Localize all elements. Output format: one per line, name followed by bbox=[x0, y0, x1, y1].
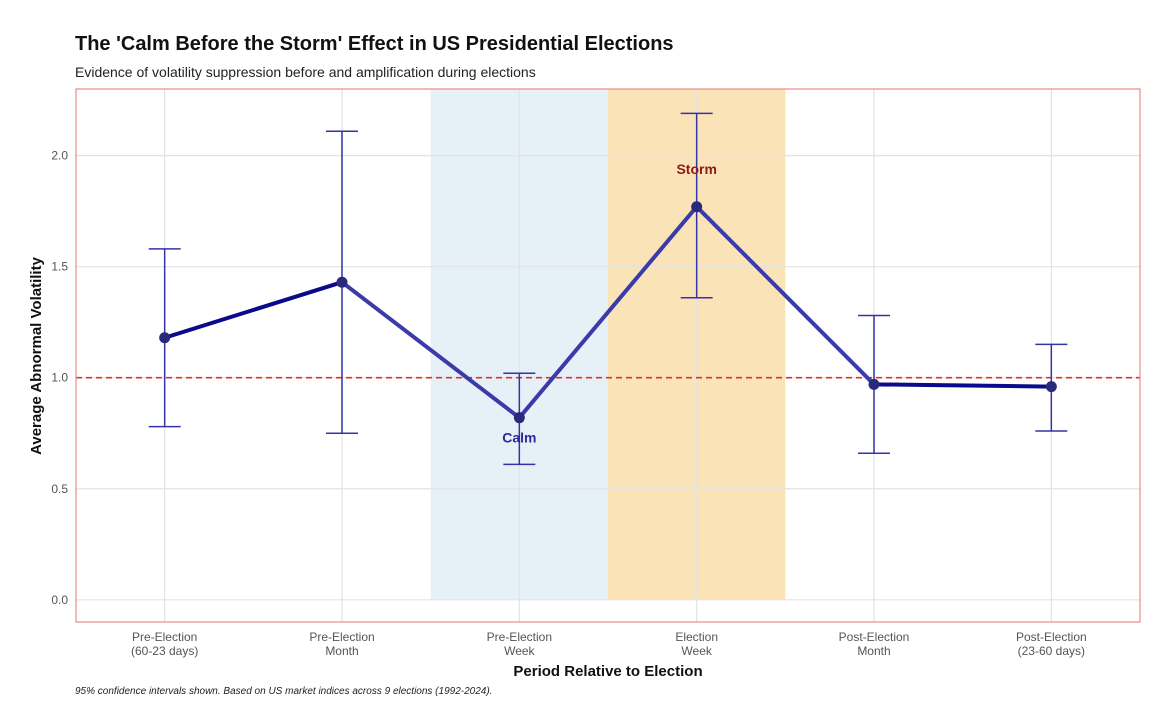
series-line-segment bbox=[340, 280, 522, 420]
x-axis-title: Period Relative to Election bbox=[513, 663, 702, 680]
chart-title: The 'Calm Before the Storm' Effect in US… bbox=[75, 33, 674, 55]
x-tick-label-line: Pre-Election bbox=[487, 630, 552, 644]
x-tick-label-line: Week bbox=[681, 644, 712, 658]
annotation-calm: Calm bbox=[502, 430, 536, 446]
data-point bbox=[691, 201, 703, 213]
x-tick-label-line: Month bbox=[857, 644, 890, 658]
y-axis-title: Average Abnormal Volatility bbox=[28, 256, 45, 454]
data-point bbox=[868, 378, 880, 390]
x-tick-label-line: Week bbox=[504, 644, 535, 658]
background-layer bbox=[430, 89, 786, 600]
x-tick-label-line: Month bbox=[325, 644, 358, 658]
point-layer bbox=[159, 201, 1057, 424]
y-tick-label: 1.0 bbox=[51, 371, 68, 385]
y-tick-label: 0.5 bbox=[51, 482, 68, 496]
data-point bbox=[336, 276, 348, 288]
chart-subtitle: Evidence of volatility suppression befor… bbox=[75, 64, 536, 80]
x-tick-label: Post-Election (23-60 days) bbox=[1016, 630, 1087, 658]
x-tick-label-line: Pre-Election bbox=[132, 630, 197, 644]
y-tick-label: 1.5 bbox=[51, 260, 68, 274]
annotation-storm: Storm bbox=[676, 161, 716, 177]
line-layer bbox=[162, 204, 1054, 420]
x-tick-label: Pre-Election Month bbox=[309, 630, 374, 658]
x-tick-label-line: Post-Election bbox=[839, 630, 910, 644]
x-tick-label: Election Week bbox=[675, 630, 718, 658]
data-point bbox=[159, 332, 171, 344]
x-tick-label: Pre-Election (60-23 days) bbox=[131, 630, 198, 658]
series-line-segment bbox=[694, 204, 876, 387]
data-point bbox=[513, 412, 525, 424]
x-tick-label-line: Pre-Election bbox=[309, 630, 374, 644]
y-tick-label: 0.0 bbox=[51, 593, 68, 607]
x-tick-label: Post-Election Month bbox=[839, 630, 910, 658]
data-point bbox=[1045, 381, 1057, 393]
panel-border bbox=[75, 88, 1141, 623]
series-line-segment bbox=[162, 280, 344, 340]
x-tick-label-line: Election bbox=[675, 630, 718, 644]
y-tick-label: 2.0 bbox=[51, 149, 68, 163]
series-line-segment bbox=[517, 204, 699, 420]
x-tick-label-line: (60-23 days) bbox=[131, 644, 198, 658]
chart-caption: 95% confidence intervals shown. Based on… bbox=[75, 686, 493, 697]
x-tick-label-line: Post-Election bbox=[1016, 630, 1087, 644]
x-tick-label-line: (23-60 days) bbox=[1018, 644, 1085, 658]
series-line-segment bbox=[872, 382, 1054, 389]
x-tick-label: Pre-Election Week bbox=[487, 630, 552, 658]
